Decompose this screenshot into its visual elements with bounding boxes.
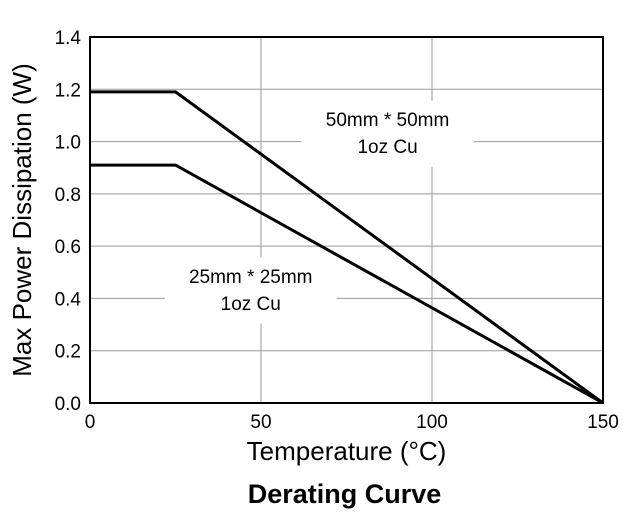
annotation-25mm-line2: 1oz Cu bbox=[221, 294, 281, 315]
annotations: 50mm * 50mm 1oz Cu 25mm * 25mm 1oz Cu bbox=[164, 100, 474, 324]
y-tick-label: 0.2 bbox=[55, 342, 81, 363]
x-axis-label: Temperature (°C) bbox=[247, 436, 447, 466]
series-line-0 bbox=[90, 90, 604, 405]
x-tick-label: 150 bbox=[587, 412, 619, 433]
series bbox=[90, 90, 604, 405]
y-tick-labels: 0.0 0.2 0.4 0.6 0.8 1.0 1.2 1.4 bbox=[55, 28, 82, 415]
y-tick-label: 1.2 bbox=[55, 80, 81, 101]
x-tick-label: 0 bbox=[85, 412, 96, 433]
annotation-50mm: 50mm * 50mm 1oz Cu bbox=[301, 100, 474, 167]
y-axis-label: Max Power Dissipation (W) bbox=[7, 63, 37, 377]
y-tick-label: 0.8 bbox=[55, 185, 81, 206]
annotation-50mm-background bbox=[301, 100, 474, 167]
y-tick-label: 1.4 bbox=[55, 28, 82, 49]
y-tick-label: 0.4 bbox=[55, 289, 82, 310]
x-tick-label: 100 bbox=[416, 412, 448, 433]
y-tick-label: 0.0 bbox=[55, 394, 81, 415]
annotation-50mm-line1: 50mm * 50mm bbox=[326, 110, 450, 131]
annotation-25mm-background bbox=[164, 257, 337, 324]
x-tick-label: 50 bbox=[250, 412, 271, 433]
annotation-50mm-line2: 1oz Cu bbox=[357, 137, 417, 158]
chart-title: Derating Curve bbox=[248, 479, 442, 509]
annotation-25mm-line1: 25mm * 25mm bbox=[189, 267, 313, 288]
y-tick-label: 0.6 bbox=[55, 237, 81, 258]
x-tick-labels: 0 50 100 150 bbox=[85, 412, 619, 433]
annotation-25mm: 25mm * 25mm 1oz Cu bbox=[164, 257, 337, 324]
y-tick-label: 1.0 bbox=[55, 133, 81, 154]
series-line-1 bbox=[90, 163, 604, 405]
plot-frame bbox=[89, 36, 604, 404]
